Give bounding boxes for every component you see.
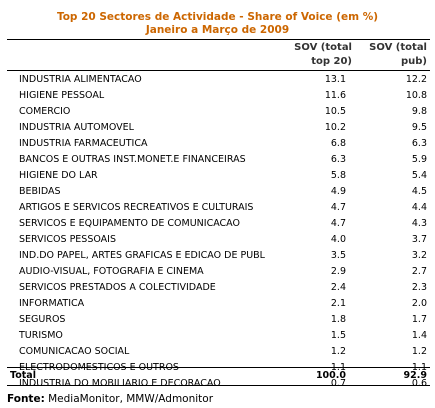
sector-name: INDUSTRIA DO MOBILIARIO E DECORACAO (19, 378, 221, 389)
sov-pub-value: 9.8 (411, 106, 427, 117)
chart-title: Top 20 Sectores de Actividade - Share of… (56, 11, 379, 23)
sov-top20-value: 2.4 (330, 282, 346, 293)
table-row: INDUSTRIA FARMACEUTICA 6.8 6.3 (7, 136, 430, 152)
sector-name: HIGIENE PESSOAL (19, 90, 105, 101)
total-sov-top20: 100.0 (315, 370, 346, 381)
table-row: INDUSTRIA DO MOBILIARIO E DECORACAO 0.7 0.… (7, 376, 430, 392)
sector-name: TURISMO (19, 330, 63, 341)
sov-pub-value: 1.2 (411, 346, 427, 357)
sov-pub-value: 5.9 (411, 154, 427, 165)
column-header-sov-top20: SOV (total top 20) (294, 42, 352, 67)
sector-name: BANCOS E OUTRAS INST.MONET.E FINANCEIRAS (19, 154, 246, 165)
sector-name: INDUSTRIA ALIMENTACAO (19, 74, 142, 85)
sector-name: AUDIO-VISUAL, FOTOGRAFIA E CINEMA (19, 266, 204, 277)
sov-top20-value: 1.5 (330, 330, 346, 341)
sector-name: IND.DO PAPEL, ARTES GRAFICAS E EDICAO DE… (19, 250, 265, 261)
table-row: AUDIO-VISUAL, FOTOGRAFIA E CINEMA 2.9 2.7 (7, 264, 430, 280)
header-top-rule (7, 39, 430, 40)
sov-top20-value: 0.7 (330, 378, 346, 389)
sector-name: SERVICOS E EQUIPAMENTO DE COMUNICACAO (19, 218, 240, 229)
sov-pub-value: 6.3 (411, 138, 427, 149)
sov-top20-value: 10.5 (324, 106, 346, 117)
table-row: BANCOS E OUTRAS INST.MONET.E FINANCEIRAS… (7, 152, 430, 168)
sector-name: HIGIENE DO LAR (19, 170, 98, 181)
total-label: Total (10, 370, 36, 381)
sov-pub-value: 9.5 (411, 122, 427, 133)
table-row: SEGUROS 1.8 1.7 (7, 312, 430, 328)
total-top-rule (7, 367, 430, 368)
sov-pub-value: 2.3 (411, 282, 427, 293)
sov-top20-value: 1.8 (330, 314, 346, 325)
column-header-sov-pub: SOV (total pub) (369, 42, 427, 67)
sov-top20-value: 5.8 (330, 170, 346, 181)
sov-top20-value: 13.1 (324, 74, 346, 85)
sov-pub-value: 2.0 (411, 298, 427, 309)
sov-top20-value: 6.8 (330, 138, 346, 149)
table-row: INDUSTRIA AUTOMOVEL 10.2 9.5 (7, 120, 430, 136)
source-text: MediaMonitor, MMW/Admonitor (44, 393, 214, 405)
sov-pub-value: 10.8 (405, 90, 427, 101)
sector-name: INDUSTRIA FARMACEUTICA (19, 138, 148, 149)
sector-name: ARTIGOS E SERVICOS RECREATIVOS E CULTURA… (19, 202, 254, 213)
sector-name: COMUNICACAO SOCIAL (19, 346, 130, 357)
sov-top20-value: 2.1 (330, 298, 346, 309)
sov-pub-value: 3.7 (411, 234, 427, 245)
table-row: BEBIDAS 4.9 4.5 (7, 184, 430, 200)
table-row: SERVICOS E EQUIPAMENTO DE COMUNICACAO 4.7… (7, 216, 430, 232)
table-row: COMUNICACAO SOCIAL 1.2 1.2 (7, 344, 430, 360)
header-bottom-rule (7, 70, 430, 71)
sov-top20-value: 4.9 (330, 186, 346, 197)
total-bottom-rule (7, 385, 430, 386)
sector-name: BEBIDAS (19, 186, 61, 197)
table-row: INDUSTRIA ALIMENTACAO 13.1 12.2 (7, 72, 430, 88)
table-row: TURISMO 1.5 1.4 (7, 328, 430, 344)
sov-top20-value: 3.5 (330, 250, 346, 261)
sov-pub-value: 1.4 (411, 330, 427, 341)
table-row: HIGIENE PESSOAL 11.6 10.8 (7, 88, 430, 104)
sov-pub-value: 5.4 (411, 170, 427, 181)
sector-name: SERVICOS PESSOAIS (19, 234, 117, 245)
sov-pub-value: 2.7 (411, 266, 427, 277)
source-note: Fonte: MediaMonitor, MMW/Admonitor (7, 392, 213, 406)
sov-top20-value: 2.9 (330, 266, 346, 277)
sector-name: SEGUROS (19, 314, 66, 325)
table-row: HIGIENE DO LAR 5.8 5.4 (7, 168, 430, 184)
sector-name: INDUSTRIA AUTOMOVEL (19, 122, 134, 133)
sov-top20-value: 11.6 (324, 90, 346, 101)
table-row: COMERCIO 10.5 9.8 (7, 104, 430, 120)
sov-pub-value: 12.2 (405, 74, 427, 85)
chart-subtitle: Janeiro a Março de 2009 (145, 24, 290, 36)
table-row: SERVICOS PRESTADOS A COLECTIVIDADE 2.4 2.3 (7, 280, 430, 296)
sov-pub-value: 3.2 (411, 250, 427, 261)
source-label: Fonte: (7, 393, 45, 405)
sov-pub-value: 4.4 (411, 202, 427, 213)
sov-top20-value: 4.7 (330, 202, 346, 213)
sov-pub-value: 4.3 (411, 218, 427, 229)
sov-top20-value: 4.0 (330, 234, 346, 245)
sov-pub-value: 4.5 (411, 186, 427, 197)
table-row: ARTIGOS E SERVICOS RECREATIVOS E CULTURA… (7, 200, 430, 216)
sov-top20-value: 4.7 (330, 218, 346, 229)
sov-top20-value: 1.2 (330, 346, 346, 357)
sector-name: COMERCIO (19, 106, 71, 117)
sov-pub-value: 1.7 (411, 314, 427, 325)
sov-top20-value: 6.3 (330, 154, 346, 165)
total-sov-pub: 92.9 (403, 370, 427, 381)
total-row: Total 100.0 92.9 (7, 368, 430, 384)
sector-name: INFORMATICA (19, 298, 85, 309)
table-row: SERVICOS PESSOAIS 4.0 3.7 (7, 232, 430, 248)
sov-top20-value: 10.2 (324, 122, 346, 133)
sov-pub-value: 0.6 (411, 378, 427, 389)
table-row: INFORMATICA 2.1 2.0 (7, 296, 430, 312)
table-row: IND.DO PAPEL, ARTES GRAFICAS E EDICAO DE… (7, 248, 430, 264)
sector-name: SERVICOS PRESTADOS A COLECTIVIDADE (19, 282, 216, 293)
